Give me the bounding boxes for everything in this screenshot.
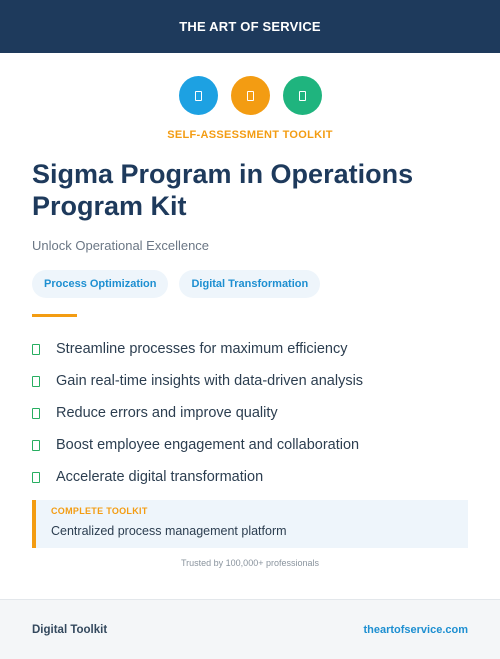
list-item: Reduce errors and improve quality — [32, 397, 363, 429]
feature-text: Streamline processes for maximum efficie… — [56, 341, 348, 357]
icon-circle-orange — [230, 76, 270, 115]
callout-text: Centralized process management platform — [51, 524, 287, 538]
tag-process-optimization[interactable]: Process Optimization — [32, 270, 169, 298]
feature-text: Accelerate digital transformation — [56, 469, 264, 485]
callout-label: COMPLETE TOOLKIT — [51, 506, 148, 516]
accent-divider — [32, 314, 77, 317]
feature-text: Gain real-time insights with data-driven… — [56, 373, 364, 389]
page-subtitle: Unlock Operational Excellence — [32, 238, 210, 253]
toolkit-callout: COMPLETE TOOLKIT Centralized process man… — [32, 500, 468, 548]
footer: Digital Toolkit theartofservice.com — [0, 599, 500, 659]
feature-list: Streamline processes for maximum efficie… — [32, 333, 363, 493]
check-icon — [32, 471, 40, 483]
document-icon — [246, 90, 254, 101]
website-link[interactable]: theartofservice.com — [363, 623, 468, 636]
list-item: Streamline processes for maximum efficie… — [32, 333, 363, 365]
icon-circle-blue — [178, 76, 218, 115]
brand-title: THE ART OF SERVICE — [179, 19, 321, 34]
list-item: Boost employee engagement and collaborat… — [32, 429, 363, 461]
icon-row — [0, 76, 500, 115]
trust-note: Trusted by 100,000+ professionals — [180, 558, 319, 568]
list-item: Accelerate digital transformation — [32, 461, 363, 493]
check-icon — [32, 343, 40, 355]
feature-text: Boost employee engagement and collaborat… — [56, 437, 360, 453]
kicker-label: SELF-ASSESSMENT TOOLKIT — [167, 129, 333, 141]
icon-circle-green — [282, 76, 322, 115]
check-icon — [32, 375, 40, 387]
footer-label: Digital Toolkit — [32, 623, 108, 636]
feature-text: Reduce errors and improve quality — [56, 405, 278, 421]
tag-list: Process Optimization Digital Transformat… — [32, 270, 321, 298]
document-icon — [298, 90, 306, 101]
page-title: Sigma Program in Operations Program Kit — [32, 159, 414, 221]
check-icon — [32, 439, 40, 451]
document-icon — [194, 90, 202, 101]
list-item: Gain real-time insights with data-driven… — [32, 365, 363, 397]
check-icon — [32, 407, 40, 419]
tag-digital-transformation[interactable]: Digital Transformation — [179, 270, 321, 298]
top-banner: THE ART OF SERVICE — [0, 0, 500, 53]
